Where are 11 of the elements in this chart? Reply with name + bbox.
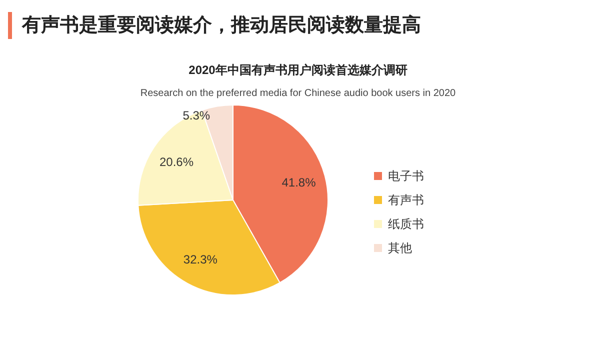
data-label: 20.6% xyxy=(160,155,194,170)
legend-label: 有声书 xyxy=(388,193,424,207)
legend-label: 电子书 xyxy=(388,169,424,183)
legend-label: 纸质书 xyxy=(388,217,424,231)
chart-title: 有声书是重要阅读媒介，推动居民阅读数量提高 xyxy=(22,14,421,38)
data-label: 5.3% xyxy=(182,108,210,122)
data-label: 32.3% xyxy=(183,252,218,267)
data-label: 41.8% xyxy=(282,176,316,190)
legend-label: 其他 xyxy=(388,241,412,255)
text: Research on the preferred media for Chinese audio book users in 2020 xyxy=(139,88,457,99)
chart-subtitle: 2020年中国有声书用户阅读首选媒介调研 xyxy=(188,62,408,79)
